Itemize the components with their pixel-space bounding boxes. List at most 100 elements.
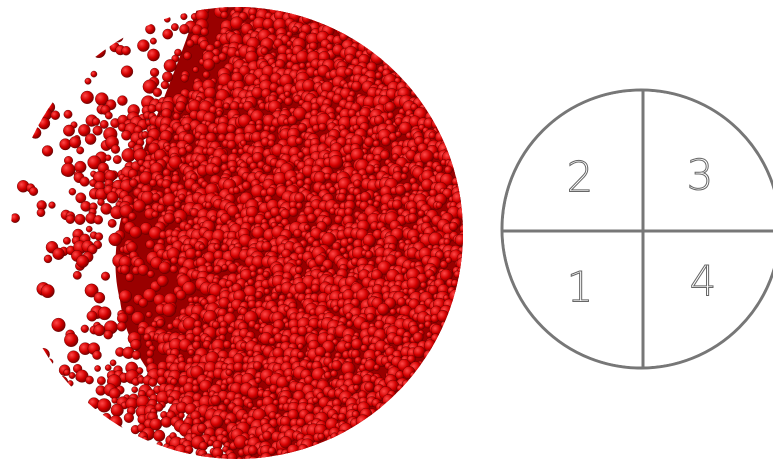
- particle: [417, 209, 425, 218]
- particle: [337, 192, 347, 202]
- particle: [63, 236, 71, 245]
- particle: [194, 250, 203, 258]
- particle: [131, 311, 145, 325]
- particle: [229, 165, 237, 174]
- particle: [454, 233, 463, 247]
- particle: [99, 120, 109, 129]
- particle: [210, 395, 222, 406]
- particle: [269, 125, 277, 133]
- particle: [182, 281, 197, 296]
- particle: [261, 241, 272, 252]
- particle: [435, 201, 443, 209]
- particle: [353, 384, 360, 391]
- particle: [169, 265, 179, 274]
- particle: [170, 23, 179, 31]
- particle: [381, 136, 391, 147]
- particle: [200, 27, 209, 37]
- particle: [129, 178, 139, 188]
- particle: [108, 415, 123, 429]
- particle: [110, 144, 121, 154]
- particle: [332, 305, 340, 313]
- particle: [178, 193, 186, 202]
- particle: [92, 125, 103, 136]
- particle: [107, 218, 117, 228]
- particle: [56, 375, 69, 388]
- particle: [373, 364, 381, 371]
- particle: [187, 349, 195, 356]
- particle: [254, 290, 264, 300]
- particle: [455, 289, 463, 297]
- particle: [377, 303, 390, 316]
- particle: [145, 24, 156, 35]
- particle: [76, 146, 85, 155]
- particle: [142, 79, 157, 94]
- particle: [200, 7, 207, 10]
- particle: [185, 144, 194, 153]
- particle: [29, 127, 42, 139]
- particle: [226, 124, 236, 134]
- particle: [336, 429, 348, 441]
- particle: [147, 104, 157, 114]
- particle: [130, 339, 142, 351]
- particle: [28, 186, 39, 196]
- particle: [152, 87, 163, 98]
- particle: [85, 225, 93, 233]
- particle: [461, 215, 463, 224]
- particle: [248, 7, 258, 9]
- particle: [295, 137, 304, 146]
- particle: [456, 206, 463, 221]
- particle: [87, 155, 102, 170]
- particle: [63, 368, 71, 376]
- particle: [92, 350, 102, 360]
- particle: [154, 403, 164, 412]
- particle: [247, 456, 259, 459]
- particle: [151, 210, 159, 219]
- particle: [136, 367, 144, 375]
- particle: [174, 216, 182, 224]
- particle: [409, 371, 417, 379]
- particle: [192, 160, 200, 168]
- particle: [61, 162, 76, 178]
- particle: [297, 443, 309, 455]
- particle: [109, 359, 117, 367]
- particle: [112, 31, 124, 43]
- particle: [146, 270, 155, 278]
- particle: [295, 259, 303, 266]
- particle: [213, 265, 223, 274]
- particle: [367, 416, 375, 424]
- quadrant-label: 4: [690, 257, 717, 306]
- particle: [206, 265, 214, 274]
- particle: [198, 243, 206, 251]
- particle: [63, 124, 75, 137]
- particle: [318, 122, 327, 132]
- particle: [43, 254, 53, 264]
- particle: [221, 264, 229, 271]
- particle: [397, 297, 407, 307]
- particle: [225, 369, 233, 377]
- particle: [452, 299, 459, 306]
- particle: [317, 432, 326, 441]
- particle: [170, 256, 179, 265]
- particle: [353, 179, 362, 188]
- particle: [314, 346, 326, 358]
- particle: [210, 215, 217, 223]
- particle: [222, 340, 232, 349]
- particle: [50, 110, 60, 120]
- particle: [69, 136, 82, 149]
- particle: [202, 58, 216, 71]
- particle: [267, 139, 276, 148]
- particle: [459, 224, 463, 234]
- particle: [267, 446, 277, 456]
- particle: [41, 145, 54, 157]
- particle: [120, 65, 134, 78]
- particle: [360, 344, 368, 352]
- particle: [80, 324, 89, 333]
- particle: [156, 441, 163, 448]
- particle: [346, 320, 354, 328]
- particle: [392, 199, 403, 210]
- particle: [279, 436, 292, 449]
- particle: [38, 117, 51, 130]
- particle: [129, 225, 142, 239]
- particle: [180, 74, 189, 83]
- particle: [141, 436, 149, 444]
